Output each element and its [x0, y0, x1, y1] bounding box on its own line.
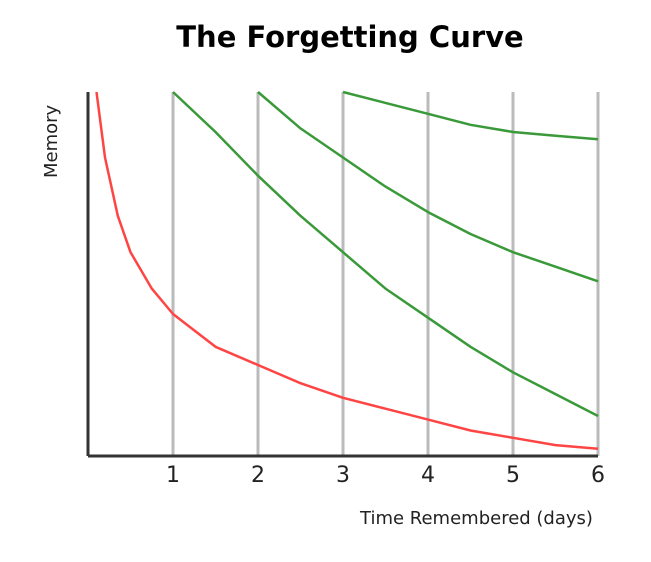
- x-axis-label: Time Remembered (days): [360, 508, 593, 529]
- x-tick-label-2: 2: [251, 463, 265, 488]
- x-tick-label-6: 6: [591, 463, 605, 488]
- review-curve-line-3: [342, 90, 599, 141]
- review-curve-line-1: [172, 91, 599, 418]
- y-axis-label: Memory: [41, 104, 62, 178]
- review-curve-line-2: [257, 91, 599, 283]
- x-tick-label-1: 1: [166, 463, 180, 488]
- forgetting-curve-line: [95, 91, 599, 450]
- chart-title: The Forgetting Curve: [176, 20, 524, 54]
- x-tick-label-3: 3: [336, 463, 350, 488]
- x-tick-label-5: 5: [506, 463, 520, 488]
- x-tick-label-4: 4: [421, 463, 435, 488]
